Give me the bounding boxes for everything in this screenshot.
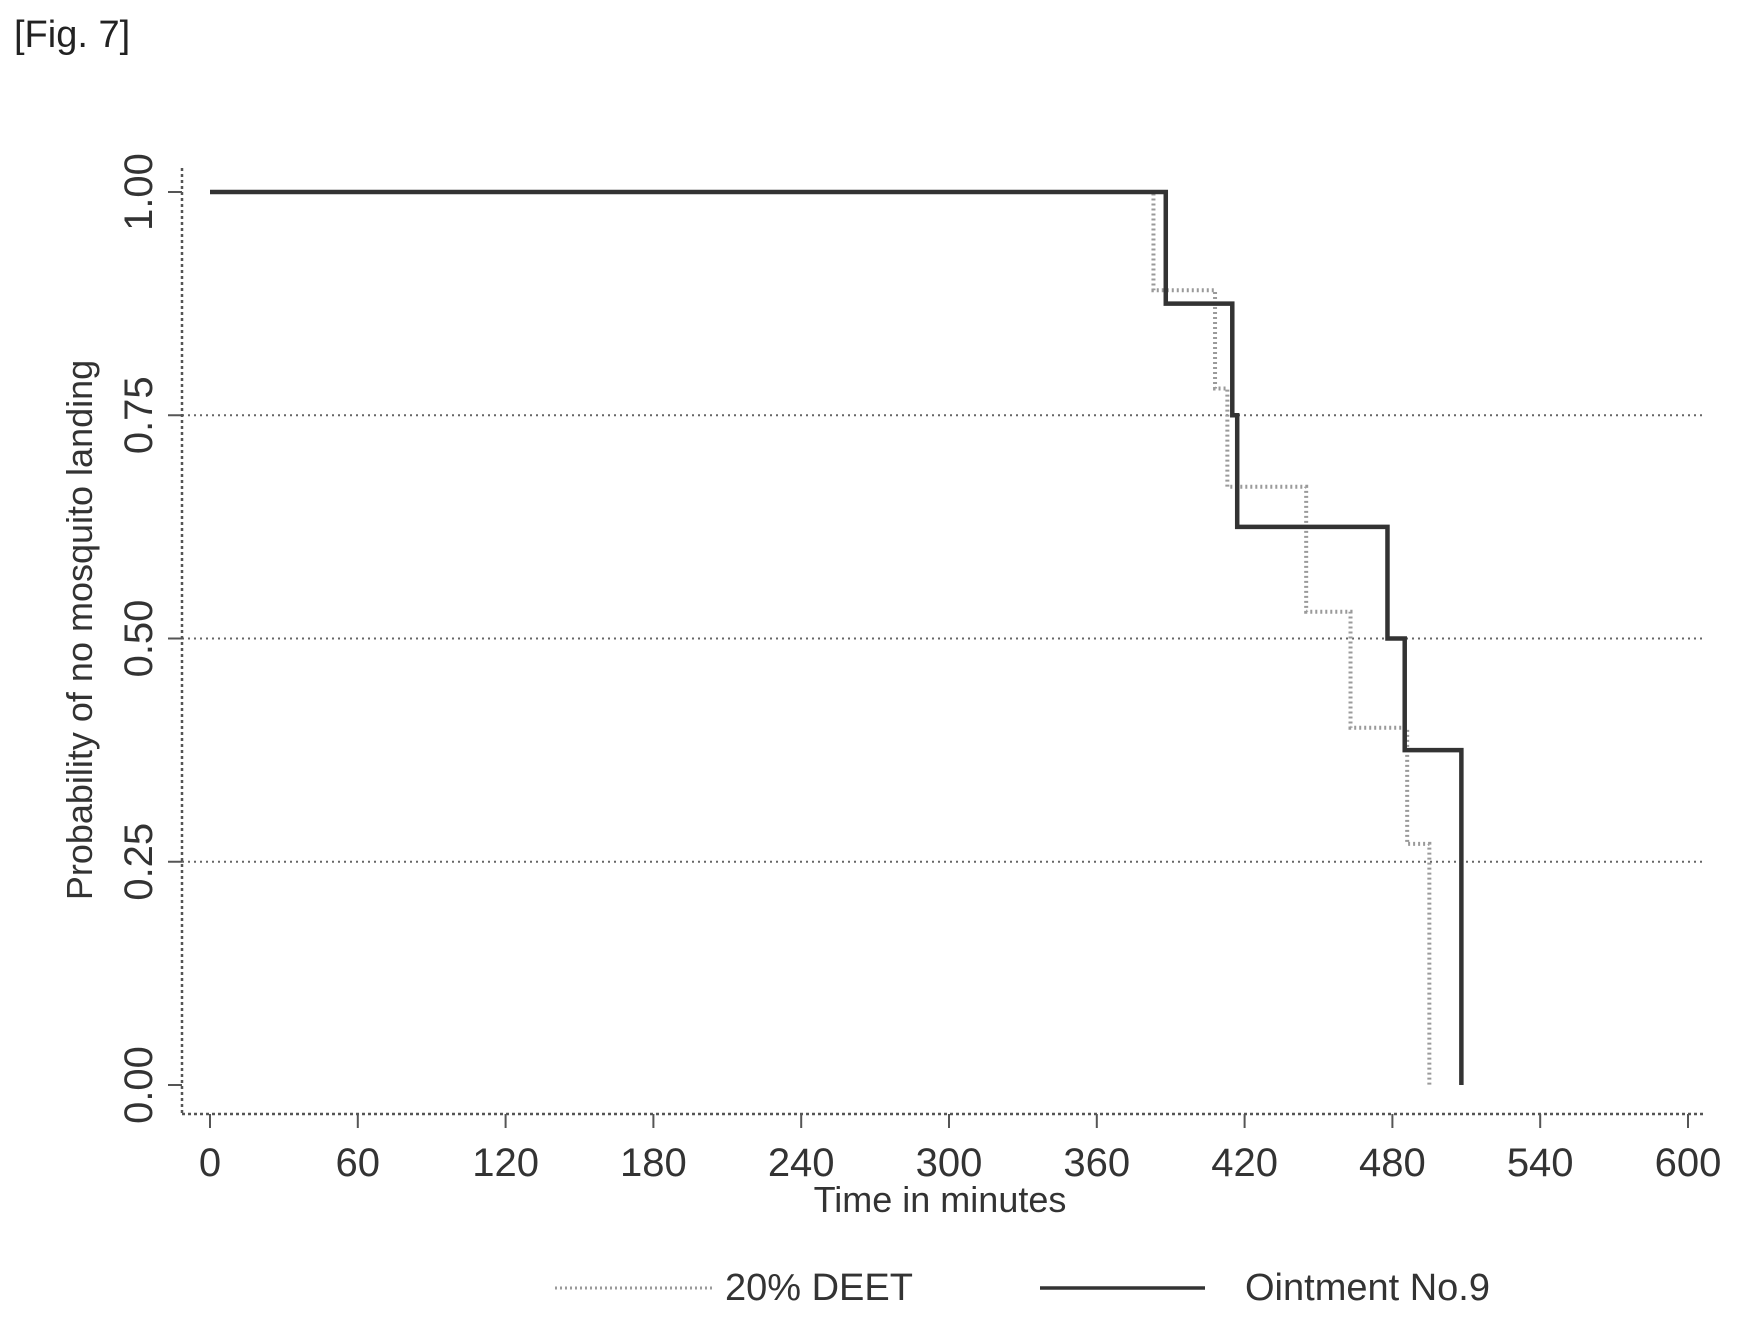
- x-tick-label: 240: [768, 1141, 835, 1185]
- x-ticks: 0 60 120 180 240 300 360 420 480 540 600: [199, 1114, 1722, 1185]
- x-tick-label: 120: [472, 1141, 539, 1185]
- x-tick-label: 60: [336, 1141, 381, 1185]
- y-tick-label: 0.50: [117, 600, 161, 678]
- y-ticks: 0.00 0.25 0.50 0.75 1.00: [117, 153, 182, 1124]
- y-tick-label: 1.00: [117, 153, 161, 231]
- y-tick-label: 0.00: [117, 1046, 161, 1124]
- x-axis-label: Time in minutes: [814, 1179, 1067, 1220]
- series-lines: [210, 189, 1464, 1085]
- series-line-2: [210, 189, 1464, 1085]
- legend-label-2: Ointment No.9: [1245, 1267, 1490, 1309]
- legend-label-1: 20% DEET: [725, 1267, 913, 1309]
- y-tick-label: 0.25: [117, 823, 161, 901]
- axes: [180, 168, 1706, 1116]
- x-tick-label: 420: [1211, 1141, 1278, 1185]
- legend: 20% DEET Ointment No.9: [555, 1267, 1490, 1309]
- x-tick-label: 480: [1359, 1141, 1426, 1185]
- series-line-1: [210, 190, 1432, 1085]
- x-tick-label: 180: [620, 1141, 687, 1185]
- x-tick-label: 360: [1063, 1141, 1130, 1185]
- figure-label: [Fig. 7]: [14, 14, 131, 56]
- y-axis-label: Probability of no mosquito landing: [59, 360, 100, 900]
- y-tick-label: 0.75: [117, 376, 161, 454]
- grid-lines: [182, 414, 1706, 863]
- x-tick-label: 300: [916, 1141, 983, 1185]
- x-tick-label: 600: [1655, 1141, 1722, 1185]
- x-tick-label: 540: [1507, 1141, 1574, 1185]
- x-tick-label: 0: [199, 1141, 221, 1185]
